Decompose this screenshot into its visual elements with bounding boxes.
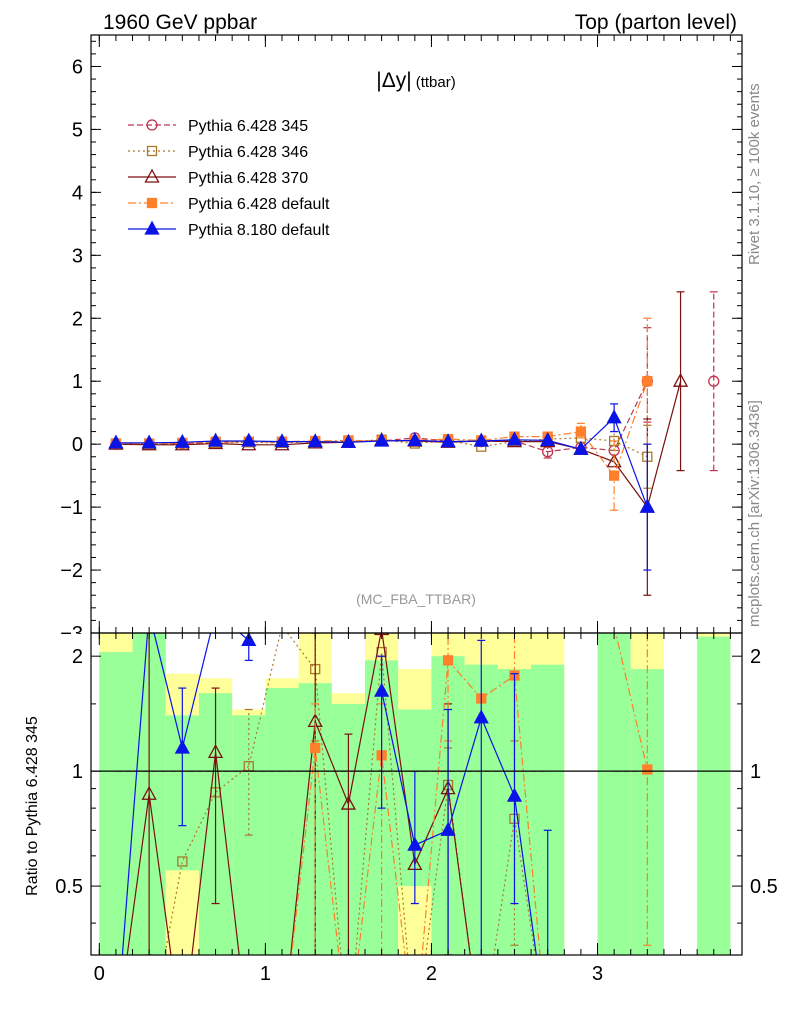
ratio-y-tick-label-right: 1 [750,761,761,783]
ratio-y-tick-label: 0.5 [55,876,83,898]
main-data-point [608,470,620,481]
main-data-point [174,433,190,448]
ratio-data-point [642,764,653,775]
legend-label: Pythia 6.428 345 [188,118,308,135]
ratio-data-point [442,655,454,666]
x-tick-label: 0 [94,963,105,985]
main-data-point [374,432,390,447]
legend-label: Pythia 6.428 default [188,196,330,213]
main-data-point [141,434,157,449]
main-data-point [506,431,523,446]
ratio-y-tick-label: 1 [72,761,83,783]
main-data-point [241,432,257,447]
ratio-series-line [381,690,537,955]
legend-label: Pythia 6.428 370 [188,170,308,187]
main-data-point [207,432,224,447]
legend-label: Pythia 6.428 346 [188,144,308,161]
green-band-bin [265,688,299,955]
main-data-point [540,432,556,447]
legend-marker [144,168,160,183]
main-data-point [108,434,124,449]
legend: Pythia 6.428 345 Pythia 6.428 346 Pythia 6… [128,118,330,239]
main-y-tick-label: 4 [72,182,83,204]
main-data-point [642,376,653,387]
green-band-bin [99,652,133,955]
ratio-y-tick-label-right: 0.5 [750,876,778,898]
green-band-bin [697,636,731,955]
main-y-tick-label: 5 [72,119,83,141]
ratio-data-point [310,742,321,754]
main-data-point [407,432,423,447]
ratio-y-axis-label: Ratio to Pythia 6.428 345 [24,716,41,896]
green-band-bin [597,633,631,955]
rivet-version-label: Rivet 3.1.10, ≥ 100k events [746,83,763,265]
main-data-point [575,426,587,437]
ratio-frame [90,632,743,956]
ratio-series-4 [121,606,552,955]
ratio-series-line [126,633,471,955]
main-data-point [672,372,689,387]
ratio-data-point [473,709,489,724]
ratio-data-point [506,787,523,802]
main-series-4 [108,403,655,571]
main-data-point [708,375,720,387]
x-tick-label: 2 [426,963,437,985]
ratio-series-line [164,633,536,955]
analysis-label: (MC_FBA_TTBAR) [356,591,476,607]
ratio-data-point [241,633,257,647]
main-y-tick-label: 2 [72,308,83,330]
ratio-data-point [174,739,190,754]
main-y-tick-label: −2 [60,560,83,582]
main-y-tick-label: −3 [60,623,83,645]
main-y-tick-label: 1 [72,371,83,393]
ratio-data-point [143,606,156,618]
main-series-line [115,381,682,509]
ratio-data-point [440,821,456,836]
header-right: Top (parton level) [575,11,737,34]
main-series-layer [108,291,720,596]
main-y-tick-label: 0 [72,434,83,456]
main-data-point [307,433,323,448]
plot-title: |Δy| (ttbar) [376,69,455,92]
ratio-series-line [290,658,541,955]
mcplots-label: mcplots.cern.ch [arXiv:1306.3436] [746,400,763,627]
x-tick-label: 3 [592,963,603,985]
ratio-data-point [141,785,157,800]
legend-marker [146,197,158,209]
legend-marker [146,145,158,157]
axes-layer: −2 −1 0 1 2 3 4 5 6 −3 0 1 2 3 0.5 0.5 1 1 2 2 [55,34,778,985]
ratio-y-tick-label-right: 2 [750,646,761,668]
ratio-data-point [340,795,357,810]
main-data-point [340,433,357,448]
main-data-point [440,433,456,448]
main-y-tick-label: 6 [72,56,83,78]
ratio-data-point [209,606,222,618]
main-series-3 [110,317,653,511]
main-data-point [639,498,655,513]
main-data-point [606,409,622,424]
ratio-data-point [207,743,224,758]
ratio-data-point [374,682,390,697]
ratio-series-layer [115,606,653,955]
main-series-line [115,381,648,477]
main-data-point [473,432,489,447]
main-y-tick-label: −1 [60,497,83,519]
main-y-tick-label: 3 [72,245,83,267]
main-data-point [573,440,589,455]
legend-label: Pythia 8.180 default [188,222,330,239]
main-data-point [274,433,290,448]
ratio-y-tick-label: 2 [72,646,83,668]
x-tick-label: 1 [260,963,271,985]
ratio-data-point [407,836,423,851]
ratio-data-point [177,856,188,867]
legend-marker [146,119,158,131]
main-series-line [115,416,648,508]
header-left: 1960 GeV ppbar [103,11,257,34]
legend-marker [144,220,160,235]
